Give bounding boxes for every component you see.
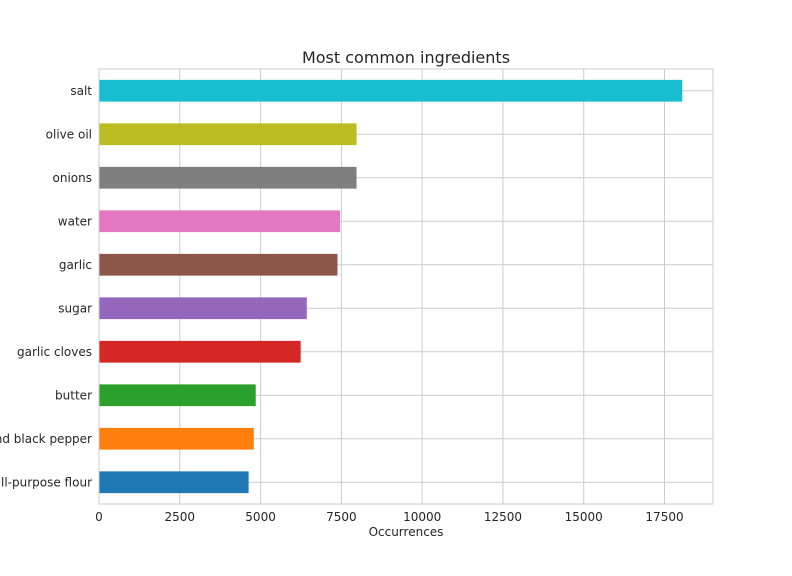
x-tick-label: 17500 xyxy=(645,510,683,524)
y-tick-label: garlic xyxy=(59,258,92,272)
bars xyxy=(99,79,683,494)
y-tick-label: butter xyxy=(55,388,92,402)
y-tick-label: olive oil xyxy=(46,127,92,141)
y-tick-label: ground black pepper xyxy=(0,432,92,446)
bar-water xyxy=(99,210,341,233)
bar-butter xyxy=(99,384,256,407)
y-tick-label: sugar xyxy=(58,301,92,315)
bar-onions xyxy=(99,166,357,189)
x-tick-label: 12500 xyxy=(484,510,522,524)
chart-title: Most common ingredients xyxy=(302,48,510,67)
y-tick-label: all-purpose flour xyxy=(0,475,92,489)
bar-ground-black-pepper xyxy=(99,427,254,450)
x-tick-labels: 0 2500 5000 7500 10000 12500 15000 17500 xyxy=(95,510,683,524)
bar-sugar xyxy=(99,297,307,320)
bar-garlic-cloves xyxy=(99,340,301,363)
x-tick-label: 2500 xyxy=(165,510,196,524)
x-tick-label: 10000 xyxy=(403,510,441,524)
x-tick-label: 7500 xyxy=(326,510,357,524)
bar-salt xyxy=(99,79,683,102)
bar-garlic xyxy=(99,253,338,276)
x-tick-label: 0 xyxy=(95,510,103,524)
y-tick-label: salt xyxy=(70,84,92,98)
x-tick-label: 5000 xyxy=(245,510,276,524)
plot-frame xyxy=(98,68,714,505)
y-tick-label: water xyxy=(58,214,92,228)
y-tick-label: garlic cloves xyxy=(17,345,92,359)
x-axis-label: Occurrences xyxy=(369,525,444,539)
bar-olive-oil xyxy=(99,123,357,146)
bar-all-purpose-flour xyxy=(99,471,249,494)
y-tick-labels: salt olive oil onions water garlic sugar garli… xyxy=(0,84,92,490)
y-tick-label: onions xyxy=(53,171,92,185)
x-tick-label: 15000 xyxy=(565,510,603,524)
